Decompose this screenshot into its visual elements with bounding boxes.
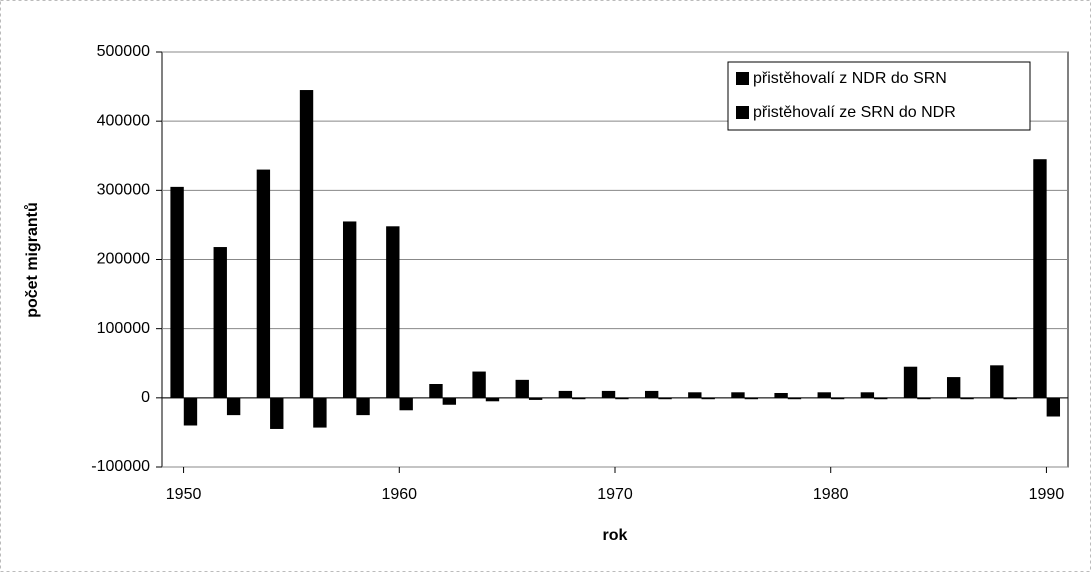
legend-swatch <box>736 106 749 119</box>
bar <box>1046 397 1061 417</box>
bar <box>558 390 573 398</box>
bar <box>528 397 543 400</box>
y-tick-label: 200000 <box>97 251 150 268</box>
bar <box>270 397 284 429</box>
bar <box>170 186 184 398</box>
bar <box>485 397 500 402</box>
bar <box>744 397 759 400</box>
bar <box>874 397 888 400</box>
bar <box>399 397 413 411</box>
bar <box>442 397 457 405</box>
legend-box <box>727 61 1031 131</box>
x-tick-label: 1970 <box>597 486 633 503</box>
y-tick-label: 300000 <box>97 182 150 199</box>
bar <box>774 392 788 398</box>
legend-swatch <box>736 72 749 85</box>
bar <box>472 371 486 398</box>
bar <box>615 397 629 400</box>
bar <box>1003 397 1017 400</box>
y-tick-label: 100000 <box>97 320 150 337</box>
bar <box>946 377 961 398</box>
bar <box>990 365 1004 398</box>
y-tick-label: 500000 <box>97 43 150 60</box>
bar <box>515 379 529 398</box>
bar <box>386 226 400 398</box>
x-tick-label: 1960 <box>381 486 417 503</box>
bar <box>183 397 198 426</box>
bar <box>860 392 875 398</box>
bar <box>572 397 586 400</box>
bar <box>342 221 357 398</box>
x-tick-label: 1950 <box>166 486 202 503</box>
bar <box>356 397 370 416</box>
bar <box>917 397 931 400</box>
y-tick-label: 400000 <box>97 112 150 129</box>
bar <box>313 397 327 428</box>
y-axis-label: počet migrantů <box>24 202 41 318</box>
x-tick-label: 1990 <box>1029 486 1065 503</box>
bar <box>1033 159 1047 398</box>
bar <box>787 397 802 400</box>
bar <box>903 366 918 398</box>
bar <box>213 247 227 398</box>
bar <box>256 169 271 398</box>
bar <box>601 390 616 398</box>
bar <box>429 384 443 398</box>
bar <box>830 397 845 400</box>
bar <box>701 397 715 400</box>
bar <box>817 392 831 398</box>
y-tick-label: 0 <box>141 389 150 406</box>
bar <box>960 397 974 400</box>
x-axis-label: rok <box>603 527 628 544</box>
legend-label: přistěhovalí z NDR do SRN <box>753 70 947 87</box>
bar <box>226 397 241 416</box>
bar <box>644 390 659 398</box>
bar <box>731 392 745 398</box>
bar <box>299 90 314 398</box>
bar <box>658 397 672 400</box>
bar <box>688 392 702 398</box>
x-tick-label: 1980 <box>813 486 849 503</box>
y-tick-label: -100000 <box>91 458 150 475</box>
legend-label: přistěhovalí ze SRN do NDR <box>753 104 956 121</box>
